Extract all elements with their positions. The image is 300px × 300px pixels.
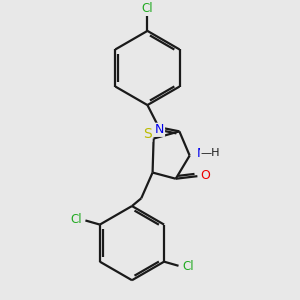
- Text: Cl: Cl: [70, 213, 82, 226]
- Text: —H: —H: [200, 148, 220, 158]
- Text: N: N: [155, 123, 164, 136]
- Text: O: O: [201, 169, 211, 182]
- Text: Cl: Cl: [142, 2, 153, 15]
- Text: S: S: [143, 128, 152, 141]
- Text: Cl: Cl: [182, 260, 194, 273]
- Text: N: N: [196, 147, 206, 160]
